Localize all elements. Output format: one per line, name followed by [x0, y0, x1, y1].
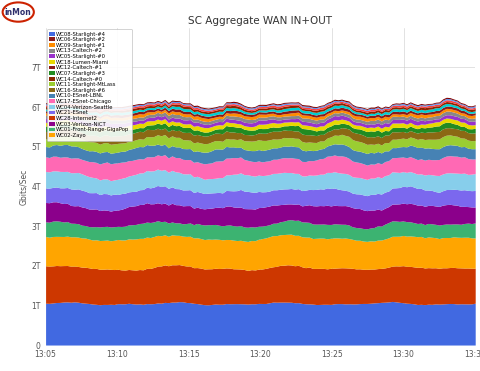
Ellipse shape [2, 3, 34, 22]
Text: SC23 WAN Stress Test: SC23 WAN Stress Test [46, 6, 192, 19]
Text: inMon: inMon [5, 7, 32, 17]
Legend: WC08-Starlight-#4, WC06-Starlight-#2, WC09-Starlight-#1, WC13-Caltech-#2, WC05-S: WC08-Starlight-#4, WC06-Starlight-#2, WC… [47, 29, 132, 141]
Y-axis label: Gbits/Sec: Gbits/Sec [20, 168, 28, 204]
Title: SC Aggregate WAN IN+OUT: SC Aggregate WAN IN+OUT [188, 16, 332, 26]
